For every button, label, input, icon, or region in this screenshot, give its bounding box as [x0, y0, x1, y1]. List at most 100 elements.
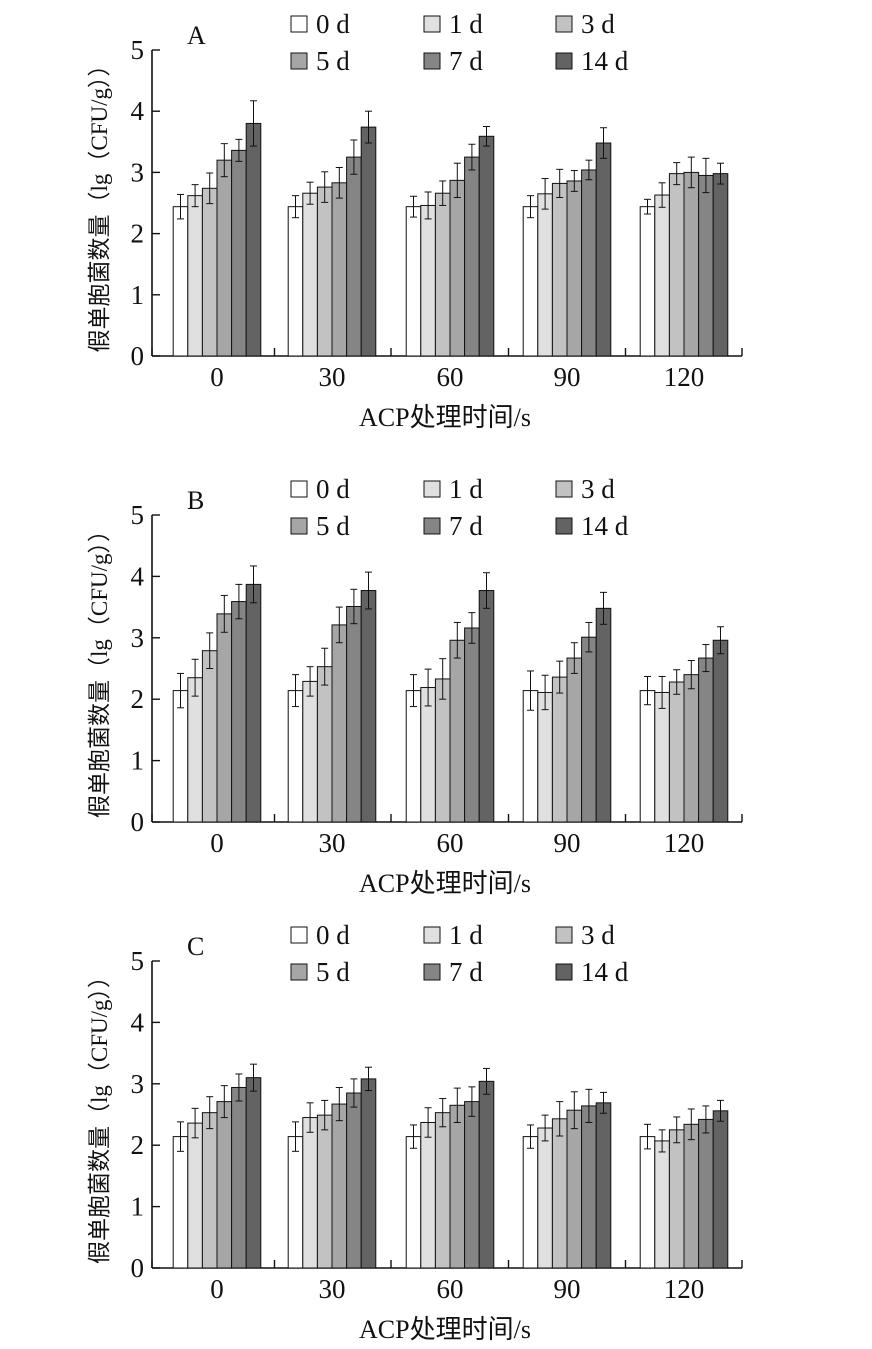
legend-label: 1 d: [449, 474, 483, 504]
legend-swatch-7d: [423, 963, 441, 981]
legend-label: 7 d: [449, 957, 483, 987]
y-tick-label: 4: [131, 96, 145, 126]
bar-3d-30: [316, 186, 333, 357]
bar-5d-0: [216, 613, 233, 823]
bar-0d-60: [405, 690, 422, 823]
bar-0d-60: [405, 206, 422, 357]
y-tick-label: 1: [131, 1192, 145, 1222]
legend-swatch-1d: [423, 926, 441, 944]
bar-7d-120: [698, 174, 714, 357]
legend-label: 7 d: [449, 511, 483, 541]
y-axis-title: 假单胞菌数量（lg（CFU/g））: [87, 519, 112, 818]
bar-1d-0: [187, 677, 203, 823]
legend-swatch-0d: [290, 926, 308, 944]
bar-0d-90: [522, 206, 539, 357]
bar-5d-120: [683, 171, 700, 357]
x-tick-label: 30: [319, 1274, 346, 1304]
legend-label: 0 d: [316, 920, 350, 950]
y-tick-label: 0: [131, 1253, 145, 1283]
bar-3d-0: [201, 187, 218, 357]
legend-swatch-14d: [555, 963, 573, 981]
bar-1d-60: [420, 204, 436, 357]
bar-5d-0: [216, 1101, 233, 1269]
legend-label: 0 d: [316, 474, 350, 504]
y-tick-label: 4: [131, 1007, 145, 1037]
bar-3d-90: [551, 1118, 568, 1269]
legend-label: 5 d: [316, 46, 350, 76]
bar-7d-30: [346, 605, 362, 823]
bar-14d-30: [360, 590, 377, 823]
bar-5d-60: [449, 1104, 466, 1269]
bar-7d-0: [231, 1086, 247, 1269]
y-tick-label: 2: [131, 684, 145, 714]
bar-7d-30: [346, 1092, 362, 1269]
legend-swatch-1d: [423, 15, 441, 33]
x-tick-label: 0: [210, 362, 224, 392]
bar-5d-30: [331, 1103, 348, 1269]
legend-swatch-1d: [423, 480, 441, 498]
x-tick-label: 120: [664, 828, 705, 858]
bar-1d-0: [187, 195, 203, 357]
bar-0d-60: [405, 1136, 422, 1269]
bar-3d-90: [551, 182, 568, 357]
bar-14d-120: [712, 173, 729, 357]
bar-5d-30: [331, 182, 348, 357]
bar-3d-120: [668, 173, 685, 357]
bar-1d-120: [654, 194, 670, 357]
bar-3d-120: [668, 1129, 685, 1269]
panel-label: C: [187, 932, 204, 961]
bar-7d-90: [581, 1105, 597, 1269]
bar-3d-30: [316, 1114, 333, 1269]
bar-0d-120: [639, 1136, 656, 1269]
bar-3d-60: [434, 192, 451, 357]
bar-3d-120: [668, 681, 685, 823]
x-tick-label: 30: [319, 362, 346, 392]
legend-swatch-7d: [423, 52, 441, 70]
legend-swatch-5d: [290, 963, 308, 981]
legend-label: 1 d: [449, 9, 483, 39]
bar-1d-90: [537, 1127, 553, 1269]
legend-swatch-14d: [555, 517, 573, 535]
bar-5d-60: [449, 639, 466, 823]
x-tick-label: 0: [210, 1274, 224, 1304]
legend-swatch-7d: [423, 517, 441, 535]
bar-5d-0: [216, 159, 233, 357]
y-tick-label: 3: [131, 623, 145, 653]
x-tick-label: 60: [437, 362, 464, 392]
bar-7d-30: [346, 156, 362, 357]
legend-swatch-0d: [290, 15, 308, 33]
bar-7d-60: [464, 156, 480, 357]
bar-1d-0: [187, 1122, 203, 1269]
legend-swatch-3d: [555, 926, 573, 944]
bar-0d-0: [172, 206, 189, 357]
bar-5d-120: [683, 674, 700, 823]
bar-14d-0: [245, 1077, 262, 1269]
chart-panel-c: 0 1 2 3 4 5 0 30 60 90 120 ACP处理时间/s 假单胞菌数量（lg（CFU/g…: [87, 920, 743, 1344]
bar-14d-120: [712, 1110, 729, 1269]
bar-3d-30: [316, 666, 333, 823]
bar-14d-60: [478, 135, 495, 357]
bar-5d-90: [566, 180, 583, 357]
bar-0d-30: [287, 690, 304, 823]
legend-swatch-5d: [290, 517, 308, 535]
legend-swatch-14d: [555, 52, 573, 70]
bar-14d-60: [478, 590, 495, 823]
x-tick-label: 120: [664, 362, 705, 392]
bar-0d-0: [172, 690, 189, 823]
bar-14d-0: [245, 122, 262, 357]
y-tick-label: 1: [131, 280, 145, 310]
legend-label: 3 d: [581, 474, 615, 504]
panel-label: B: [187, 486, 204, 515]
bar-3d-0: [201, 1112, 218, 1269]
x-tick-label: 60: [437, 828, 464, 858]
bar-7d-0: [231, 149, 247, 357]
bar-3d-60: [434, 678, 451, 823]
legend-label: 5 d: [316, 511, 350, 541]
x-axis-title: ACP处理时间/s: [359, 1315, 531, 1344]
bar-14d-120: [712, 639, 729, 823]
x-tick-label: 90: [554, 362, 581, 392]
bar-0d-30: [287, 206, 304, 357]
y-tick-label: 5: [131, 500, 145, 530]
x-axis-title: ACP处理时间/s: [359, 403, 531, 432]
